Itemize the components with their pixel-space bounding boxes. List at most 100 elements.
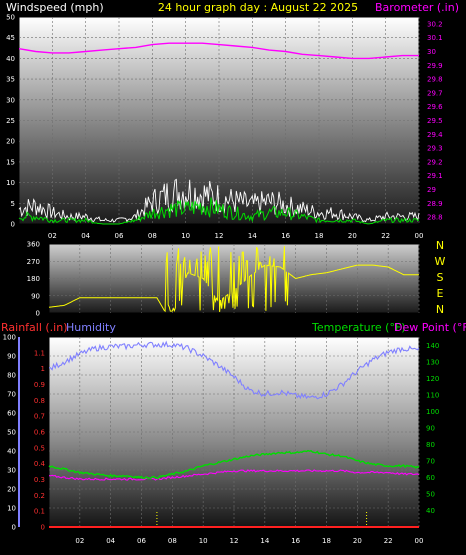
rain-ytick-label: 1.1 <box>34 349 45 357</box>
baro-ytick-label: 29 <box>427 186 436 194</box>
bottom-xtick-label: 20 <box>353 537 362 545</box>
temp-ytick-label: 110 <box>426 391 439 399</box>
baro-ytick-label: 29.3 <box>427 145 443 153</box>
direction-ytick-label: 90 <box>31 292 40 300</box>
humidity-ytick-label: 10 <box>7 505 16 513</box>
baro-ytick-label: 28.8 <box>427 214 443 222</box>
baro-ytick-label: 29.1 <box>427 172 443 180</box>
humidity-ytick-label: 100 <box>3 334 16 342</box>
bottom-xtick-label: 06 <box>137 537 146 545</box>
compass-s: S <box>437 271 444 284</box>
wind-ytick-label: 40 <box>6 55 15 63</box>
humidity-ytick-label: 0 <box>12 524 16 532</box>
baro-ytick-label: 29.5 <box>427 117 443 125</box>
baro-ytick-label: 28.9 <box>427 200 443 208</box>
rain-ytick-label: 0.1 <box>34 508 45 516</box>
temperature-line <box>48 449 420 480</box>
wind-xtick-label: 12 <box>215 232 224 240</box>
graph-title: 24 hour graph day : August 22 2025 <box>158 1 358 14</box>
wind-xtick-label: 08 <box>148 232 157 240</box>
wind-barometer-chart: 02 04 06 08 10 12 14 16 18 20 22 000510152025303540… <box>6 14 443 241</box>
direction-ytick-label: 360 <box>27 241 40 249</box>
dewpoint-line <box>48 469 420 481</box>
temp-ytick-label: 60 <box>426 474 435 482</box>
baro-ytick-label: 29.7 <box>427 89 443 97</box>
wind-xtick-label: 04 <box>81 232 90 240</box>
wind-speed-line <box>18 197 420 225</box>
rain-ytick-label: 0.4 <box>34 460 46 468</box>
temp-ytick-label: 50 <box>426 490 435 498</box>
direction-ytick-label: 270 <box>27 258 40 266</box>
windspeed-label: Windspeed (mph) <box>6 1 104 14</box>
baro-ytick-label: 29.4 <box>427 131 443 139</box>
baro-ytick-label: 30.1 <box>427 34 443 42</box>
rain-ytick-label: 0.9 <box>34 381 45 389</box>
rain-ytick-label: 0.2 <box>34 492 45 500</box>
barometer-label: Barometer (.in) <box>375 1 459 14</box>
humidity-ytick-label: 30 <box>7 467 16 475</box>
wind-xtick-label: 02 <box>48 232 57 240</box>
rain-ytick-label: 0.6 <box>34 429 46 437</box>
humidity-ytick-label: 50 <box>7 429 16 437</box>
rain-ytick-label: 0.7 <box>34 413 45 421</box>
rain-ytick-label: 0.8 <box>34 397 45 405</box>
humidity-ytick-label: 90 <box>7 353 16 361</box>
bottom-xtick-label: 16 <box>291 537 300 545</box>
direction-ytick-label: 0 <box>36 310 40 318</box>
wind-xtick-label: 00 <box>415 232 424 240</box>
wind-ytick-label: 20 <box>6 138 15 146</box>
compass-n-bottom: N <box>436 303 444 316</box>
humidity-ytick-label: 80 <box>7 372 16 380</box>
bottom-xtick-label: 18 <box>322 537 331 545</box>
wind-ytick-label: 30 <box>6 96 15 104</box>
humidity-ytick-label: 40 <box>7 448 16 456</box>
rain-ytick-label: 0 <box>41 524 45 532</box>
baro-ytick-label: 29.2 <box>427 158 443 166</box>
wind-ytick-label: 0 <box>11 221 15 229</box>
wind-direction-chart: 0 90 180 270 360 <box>27 241 420 318</box>
baro-ytick-label: 30 <box>427 48 436 56</box>
rain-ytick-label: 1 <box>41 365 45 373</box>
baro-ytick-label: 29.6 <box>427 103 443 111</box>
temp-ytick-label: 80 <box>426 441 435 449</box>
wind-xtick-label: 14 <box>248 232 257 240</box>
baro-ytick-label: 29.9 <box>427 62 443 70</box>
compass-n-top: N <box>436 239 444 252</box>
bottom-xtick-label: 02 <box>75 537 84 545</box>
humidity-temperature-chart: 02 04 06 08 10 12 14 16 18 20 22 000102030405060708… <box>3 334 440 546</box>
wind-xtick-label: 06 <box>115 232 124 240</box>
bottom-xtick-label: 08 <box>168 537 177 545</box>
wind-ytick-label: 25 <box>6 117 15 125</box>
humidity-ytick-label: 70 <box>7 391 16 399</box>
wind-xtick-label: 10 <box>181 232 190 240</box>
compass-w: W <box>435 255 446 268</box>
wind-ytick-label: 45 <box>6 34 15 42</box>
wind-xtick-label: 22 <box>381 232 390 240</box>
dewpoint-label: Dew Point (°F) <box>394 321 466 334</box>
baro-ytick-label: 30.2 <box>427 20 443 28</box>
humidity-label: Humidity <box>66 321 116 334</box>
wind-ytick-label: 10 <box>6 179 15 187</box>
direction-ytick-label: 180 <box>27 275 40 283</box>
wind-ytick-label: 15 <box>6 158 15 166</box>
bottom-xtick-label: 22 <box>384 537 393 545</box>
temp-ytick-label: 130 <box>426 358 439 366</box>
temp-ytick-label: 100 <box>426 408 439 416</box>
temp-ytick-label: 90 <box>426 424 435 432</box>
bottom-xtick-label: 10 <box>199 537 208 545</box>
wind-ytick-label: 50 <box>6 14 15 22</box>
temp-ytick-label: 140 <box>426 342 439 350</box>
temp-ytick-label: 120 <box>426 375 439 383</box>
bottom-xtick-label: 12 <box>230 537 239 545</box>
baro-ytick-label: 29.8 <box>427 76 443 84</box>
bottom-xtick-label: 00 <box>415 537 424 545</box>
humidity-ytick-label: 60 <box>7 410 16 418</box>
compass-e: E <box>437 287 444 300</box>
barometer-line <box>18 42 419 60</box>
wind-xtick-label: 18 <box>315 232 324 240</box>
wind-ytick-label: 5 <box>11 200 15 208</box>
bottom-xtick-label: 14 <box>260 537 269 545</box>
humidity-line <box>49 340 420 400</box>
wind-xtick-label: 16 <box>281 232 290 240</box>
rain-ytick-label: 0.3 <box>34 476 45 484</box>
